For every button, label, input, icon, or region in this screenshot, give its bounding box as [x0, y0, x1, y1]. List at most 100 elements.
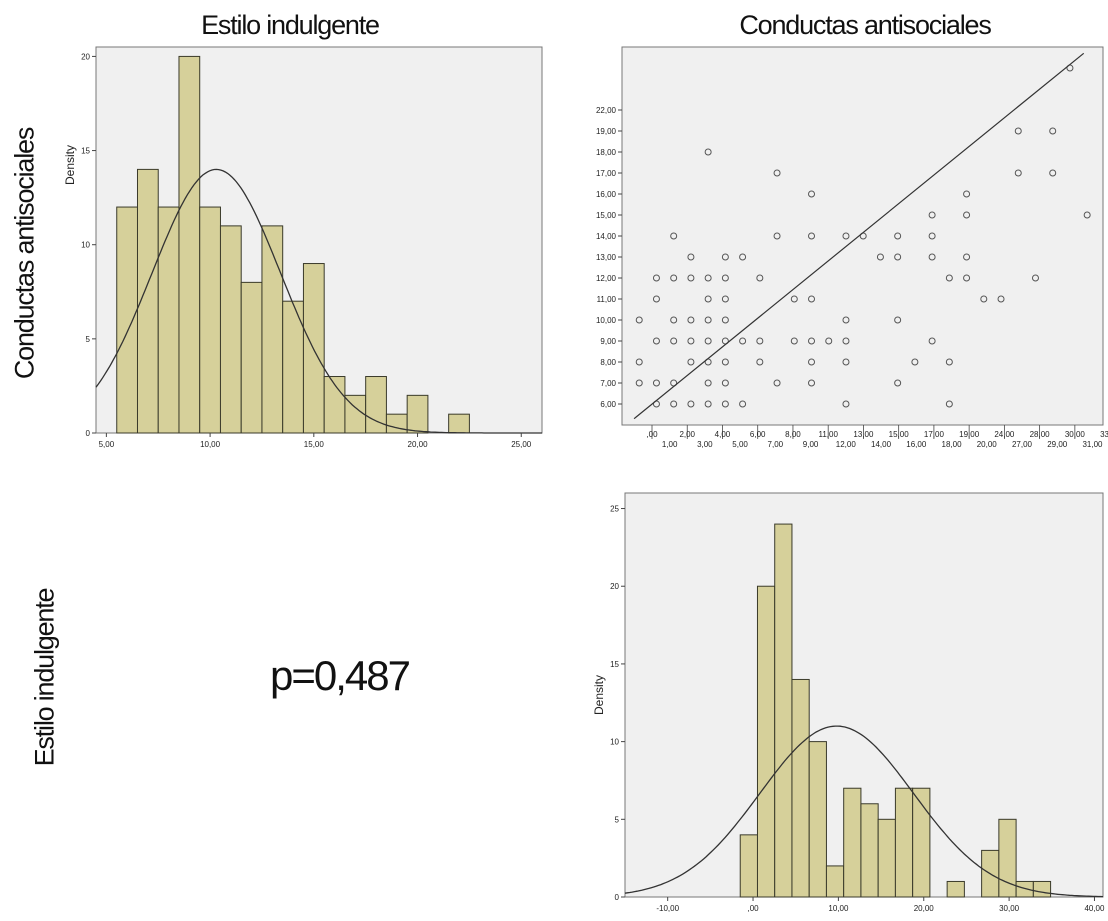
hist-antisociales-bar	[877, 818, 896, 898]
scatter-point	[652, 337, 660, 345]
scatter-point	[756, 358, 764, 366]
scatter-y-tick-label: 18,00	[596, 148, 617, 157]
scatter-point	[756, 274, 764, 282]
scatter-point	[704, 400, 712, 408]
hist-antisociales-bar	[739, 834, 758, 898]
hist-indulgente-x-tick-label: 10,00	[200, 440, 221, 449]
scatter-x-tick-label-top: 17,00	[924, 430, 945, 439]
scatter-x-tick-label-bottom: 7,00	[768, 440, 784, 449]
scatter-point	[842, 316, 850, 324]
scatter-x-tick-label-top: 11,00	[818, 430, 838, 439]
scatter-point	[790, 337, 798, 345]
scatter-point	[704, 337, 712, 345]
scatter-x-tick-label-top: 33,00	[1100, 430, 1108, 439]
hist-indulgente-normal-curve	[95, 168, 542, 434]
scatter-point	[825, 337, 833, 345]
hist-antisociales-y-tick-label: 20	[610, 582, 619, 591]
hist-indulgente-bar	[385, 413, 408, 434]
scatter-point	[894, 253, 902, 261]
scatter-point	[670, 400, 678, 408]
scatter-x-tick-label-bottom: 1,00	[662, 440, 678, 449]
scatter-y-tick-label: 10,00	[596, 316, 617, 325]
hist-antisociales-x-tick-label: 20,00	[914, 904, 935, 913]
scatter-x-tick-label-bottom: 5,00	[732, 440, 748, 449]
scatter-point	[963, 274, 971, 282]
scatter-point	[739, 253, 747, 261]
scatter-point	[773, 379, 781, 387]
hist-indulgente-bar	[240, 281, 263, 434]
scatter-point	[1049, 127, 1057, 135]
scatter-point	[1049, 169, 1057, 177]
scatter-point	[704, 295, 712, 303]
hist-antisociales-y-tick-label: 0	[615, 893, 620, 902]
scatter-point	[928, 232, 936, 240]
scatter-point	[894, 232, 902, 240]
scatter-point	[704, 274, 712, 282]
hist-antisociales-bar	[912, 787, 931, 898]
hist-antisociales-bar	[1032, 880, 1052, 898]
scatter-x-tick-label-top: 19,00	[959, 430, 980, 439]
scatter-point	[704, 379, 712, 387]
hist-antisociales-x-tick-label: 30,00	[999, 904, 1020, 913]
hist-indulgente-bar	[116, 206, 138, 434]
scatter-x-tick-label-top: 2,00	[679, 430, 695, 439]
scatter-x-tick-label-bottom: 12,00	[836, 440, 857, 449]
scatter-x-tick-label-top: 4,00	[715, 430, 731, 439]
scatter-x-tick-label-top: 24,00	[994, 430, 1015, 439]
scatter-point	[945, 274, 953, 282]
scatter-x-tick-label-top: 8,00	[785, 430, 801, 439]
hist-antisociales-x-tick-label: 40,00	[1084, 904, 1105, 913]
hist-antisociales-bar	[843, 787, 862, 898]
scatter-point	[842, 232, 850, 240]
scatter-x-tick-label-top: 28,00	[1030, 430, 1051, 439]
hist-indulgente-x-tick-label: 5,00	[99, 440, 115, 449]
scatter-point	[928, 211, 936, 219]
hist-indulgente-bar	[261, 225, 284, 434]
scatter-point	[911, 358, 919, 366]
scatter-point	[963, 190, 971, 198]
scatter-point	[687, 274, 695, 282]
scatter-point	[739, 400, 747, 408]
scatter-point	[687, 358, 695, 366]
scatter-y-tick-label: 8,00	[600, 358, 616, 367]
hist-indulgente-bar	[178, 55, 201, 434]
scatter-point	[721, 358, 729, 366]
hist-antisociales-x-tick-label: ,00	[747, 904, 759, 913]
hist-antisociales-bar	[808, 741, 827, 898]
scatter-point	[842, 400, 850, 408]
scatter-y-tick-label: 17,00	[596, 169, 617, 178]
scatter-point	[1031, 274, 1039, 282]
hist-indulgente-y-tick-label: 5	[86, 335, 91, 344]
scatter-y-tick-label: 7,00	[600, 379, 616, 388]
hist-antisociales-bar	[774, 523, 793, 898]
scatter-point	[670, 316, 678, 324]
scatter-point	[963, 253, 971, 261]
scatter-point	[652, 274, 660, 282]
scatter-point	[687, 400, 695, 408]
hist-antisociales-bar	[1015, 880, 1034, 898]
column-title-estilo-indulgente: Estilo indulgente	[201, 10, 380, 40]
hist-antisociales-bar	[825, 865, 845, 898]
scatter-y-tick-label: 12,00	[596, 274, 617, 283]
scatter-plot-area	[621, 46, 1104, 426]
scatter-point	[687, 253, 695, 261]
scatter-point	[704, 316, 712, 324]
hist-antisociales-x-tick-label: -10,00	[656, 904, 679, 913]
hist-indulgente-y-tick-label: 20	[81, 52, 90, 61]
hist-indulgente-bar	[448, 413, 470, 434]
scatter-x-tick-label-bottom: 3,00	[697, 440, 713, 449]
scatter-point	[721, 379, 729, 387]
scatter-point	[721, 274, 729, 282]
scatter-point	[808, 232, 816, 240]
scatter-x-tick-label-bottom: 27,00	[1012, 440, 1033, 449]
scatter-y-tick-label: 19,00	[596, 127, 617, 136]
scatter-point	[928, 253, 936, 261]
scatter-point	[842, 358, 850, 366]
scatter-x-tick-label-bottom: 14,00	[871, 440, 892, 449]
scatter-y-tick-label: 6,00	[600, 400, 616, 409]
scatter-point	[842, 337, 850, 345]
hist-antisociales-bar	[791, 678, 810, 898]
hist-antisociales-y-tick-label: 15	[610, 660, 619, 669]
scatter-point	[756, 337, 764, 345]
